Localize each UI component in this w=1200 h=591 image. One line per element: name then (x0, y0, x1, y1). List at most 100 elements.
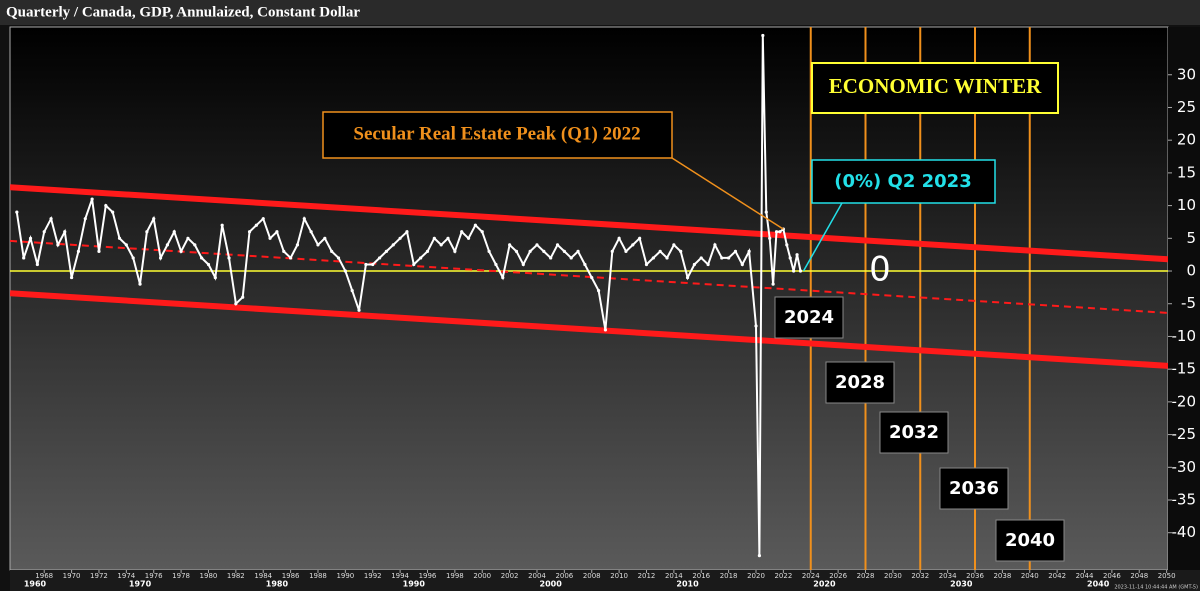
x-tick-label: 2012 (638, 572, 656, 580)
gdp-point (371, 262, 375, 267)
year-box (939, 467, 1009, 510)
year-box-label: 2040 (1005, 530, 1055, 551)
gdp-point (63, 230, 67, 234)
y-tick-label: -15 (1172, 360, 1197, 378)
x-tick-label: 1978 (172, 572, 190, 580)
gdp-point (733, 249, 738, 253)
gdp-point (665, 256, 669, 260)
gdp-point (398, 236, 402, 240)
gdp-point (720, 256, 724, 260)
x-tick-label: 1976 (145, 572, 163, 580)
decade-label: 1970 (129, 580, 152, 589)
gdp-point (439, 243, 443, 247)
x-tick-label: 1988 (309, 572, 327, 580)
gdp-point (583, 262, 587, 267)
gdp-point (391, 243, 395, 247)
gdp-point (384, 249, 389, 253)
latest-box (811, 159, 996, 204)
gdp-point (42, 230, 46, 234)
x-tick-label: 1982 (227, 572, 245, 580)
gdp-point (514, 249, 519, 253)
gdp-point (692, 262, 696, 267)
winter-box (811, 62, 1059, 114)
gdp-point (798, 269, 803, 273)
gdp-point (316, 243, 320, 247)
zero-label: 0 (869, 250, 891, 290)
y-tick-label: 5 (1186, 229, 1196, 247)
title-bar (0, 0, 1200, 25)
gdp-point (460, 230, 464, 234)
gdp-point (323, 236, 327, 240)
x-tick-label: 2036 (966, 572, 984, 580)
gdp-point (28, 236, 33, 240)
gdp-point (138, 282, 142, 286)
gdp-point (83, 217, 87, 221)
gdp-point (624, 249, 628, 253)
gdp-point (405, 230, 409, 234)
gdp-point (768, 236, 772, 240)
gdp-point (117, 236, 122, 240)
y-tick-label: 20 (1177, 131, 1196, 149)
y-tick-label: 0 (1186, 262, 1196, 280)
gdp-point (357, 308, 361, 312)
gdp-point (213, 275, 217, 280)
x-tick-label: 2018 (720, 572, 738, 580)
gdp-point (419, 256, 423, 260)
y-axis-area (1168, 27, 1200, 570)
gdp-point (220, 223, 224, 227)
gdp-point (69, 275, 74, 280)
gdp-point (631, 243, 635, 247)
decade-label: 1990 (403, 580, 426, 589)
gdp-point (555, 243, 560, 247)
gdp-point (501, 275, 505, 280)
y-tick-label: 30 (1177, 65, 1196, 83)
y-tick-label: -30 (1172, 458, 1197, 476)
year-box (879, 411, 949, 454)
gdp-point (740, 262, 744, 267)
gdp-point (124, 243, 128, 247)
x-tick-label: 2014 (665, 572, 683, 580)
x-tick-label: 2002 (501, 572, 519, 580)
x-tick-label: 1986 (282, 572, 300, 580)
gdp-point (241, 295, 245, 299)
x-tick-label: 2020 (747, 572, 765, 580)
channel-line (10, 290, 1168, 369)
gdp-point (193, 243, 197, 247)
peak-box (322, 111, 673, 159)
x-tick-label: 1998 (446, 572, 464, 580)
y-tick-label: -35 (1172, 490, 1197, 508)
gdp-point (432, 236, 436, 240)
gdp-point (685, 275, 690, 280)
year-box-label: 2028 (835, 372, 885, 393)
gdp-point (158, 256, 163, 260)
gdp-point (706, 262, 710, 267)
gdp-point (774, 230, 779, 234)
y-tick-label: -25 (1172, 425, 1197, 443)
gdp-point (412, 262, 416, 267)
gdp-point (172, 230, 176, 234)
gdp-point (186, 236, 190, 240)
x-tick-label: 1984 (254, 572, 272, 580)
x-tick-label: 2000 (473, 572, 491, 580)
decade-label: 2030 (950, 580, 973, 589)
x-tick-label: 2034 (939, 572, 957, 580)
gdp-point (754, 324, 758, 328)
gdp-point (446, 236, 450, 240)
gdp-point (90, 197, 94, 201)
gdp-point (494, 262, 498, 267)
x-axis-area (10, 570, 1200, 591)
gdp-point (234, 302, 238, 306)
x-tick-label: 1980 (200, 572, 218, 580)
gdp-point (289, 256, 293, 260)
gdp-point (377, 256, 382, 260)
gdp-point (617, 236, 621, 240)
decade-label: 2010 (676, 580, 699, 589)
x-tick-label: 2008 (583, 572, 601, 580)
x-tick-label: 2038 (993, 572, 1011, 580)
channel-line (10, 239, 1168, 314)
gdp-point (569, 256, 573, 260)
year-box (825, 361, 895, 404)
x-tick-label: 1968 (35, 572, 53, 580)
gdp-point (644, 262, 649, 267)
year-box-label: 2036 (949, 478, 999, 499)
